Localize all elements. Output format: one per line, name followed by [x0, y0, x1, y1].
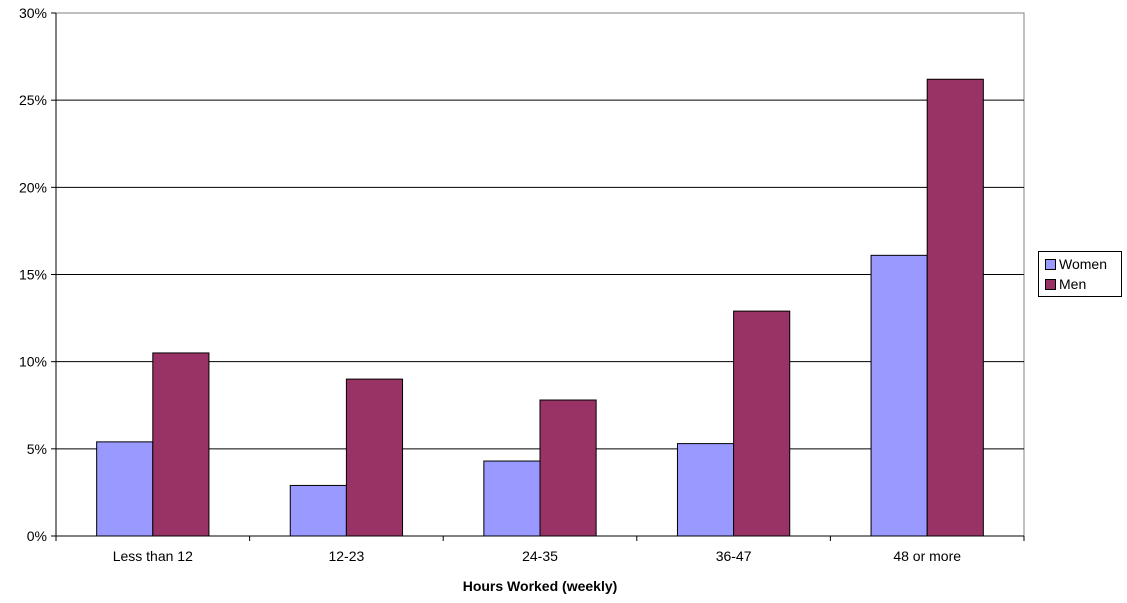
legend-item-women: Women — [1045, 254, 1121, 274]
legend-swatch-men — [1045, 278, 1056, 290]
bar-men — [152, 352, 210, 537]
x-tick-label: 36-47 — [716, 548, 752, 564]
y-tick-label: 0% — [27, 528, 47, 544]
x-tick-label: 12-23 — [328, 548, 364, 564]
bar-women — [676, 443, 735, 537]
y-tick-label: 10% — [19, 354, 47, 370]
y-tick-label: 25% — [19, 92, 47, 108]
y-axis-ticks: 0% 5% 10% 15% 20% 25% 30% — [19, 5, 56, 544]
y-tick-label: 20% — [19, 179, 47, 195]
x-axis-ticks: Less than 12 12-23 24-35 36-47 48 or more — [55, 536, 1025, 564]
bar-women — [96, 441, 154, 537]
bar-women — [289, 484, 347, 537]
legend-label-women: Women — [1059, 256, 1107, 272]
bars — [96, 78, 984, 537]
bar-women — [870, 254, 928, 537]
y-tick-label: 30% — [19, 5, 47, 21]
legend-label-men: Men — [1059, 276, 1087, 292]
bar-men — [539, 399, 597, 537]
legend-swatch-women — [1045, 258, 1056, 270]
gridlines — [56, 99, 1024, 450]
x-tick-label: 24-35 — [522, 548, 558, 564]
bar-men — [926, 78, 984, 537]
bar-women — [483, 460, 541, 537]
x-tick-label: Less than 12 — [113, 548, 193, 564]
x-axis-title: Hours Worked (weekly) — [463, 578, 618, 594]
legend: Women Men — [1038, 251, 1122, 297]
x-tick-label: 48 or more — [893, 548, 961, 564]
legend-item-men: Men — [1045, 274, 1121, 294]
bar-men — [345, 378, 404, 537]
bar-men — [733, 310, 791, 537]
y-tick-label: 15% — [19, 267, 47, 283]
y-tick-label: 5% — [27, 441, 47, 457]
